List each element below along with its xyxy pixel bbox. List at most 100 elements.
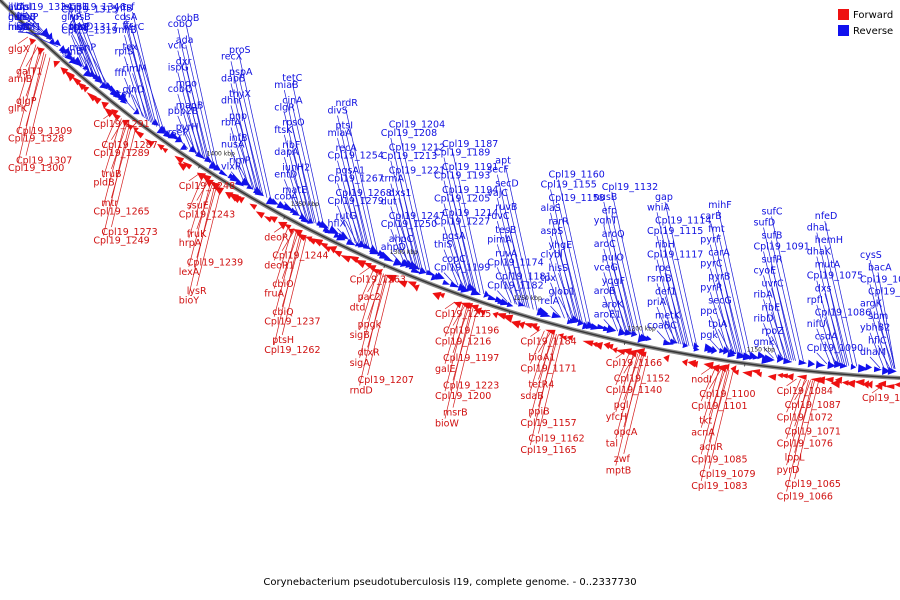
label-leader-line	[763, 299, 782, 360]
reverse-feature-arrow	[204, 155, 213, 163]
forward-feature-arrow	[174, 155, 185, 165]
label-leader-line	[786, 380, 809, 466]
gene-label: infB	[229, 133, 248, 144]
gene-label: Cpl19_1079	[699, 469, 755, 480]
gene-label: dhaL	[807, 223, 831, 234]
gene-label: Cpl19_1166	[606, 358, 662, 369]
forward-feature-arrow	[777, 372, 784, 379]
label-leader-line	[709, 315, 725, 352]
label-leader-line	[656, 283, 676, 344]
label-leader-line	[177, 72, 201, 157]
label-leader-line	[283, 156, 303, 218]
gene-label: Cpl19_1223	[443, 380, 499, 391]
gene-label: Cpl19_1319	[61, 25, 117, 36]
label-leader-line	[444, 303, 460, 337]
label-leader-line	[496, 267, 512, 303]
gene-label: Cpl19_1267	[328, 173, 384, 184]
label-leader-line	[771, 216, 804, 362]
label-leader-line	[877, 345, 891, 369]
label-leader-line	[273, 229, 293, 289]
label-leader-line	[603, 201, 635, 335]
label-leader-line	[25, 50, 43, 97]
gene-label: gap	[655, 192, 673, 203]
reverse-feature-arrow	[159, 126, 167, 133]
gene-label: yqgF	[602, 276, 625, 287]
gene-label: Cpl19_1158	[549, 193, 605, 204]
forward-feature-arrow	[532, 326, 540, 332]
forward-feature-arrow	[397, 280, 408, 288]
label-leader-line	[550, 282, 565, 319]
label-leader-line	[398, 152, 428, 274]
reverse-feature-arrow	[693, 346, 700, 352]
label-leader-line	[771, 336, 784, 360]
gene-label: acnA	[691, 428, 715, 439]
gene-label: ruvB	[495, 202, 517, 213]
label-leader-line	[623, 355, 649, 454]
gene-label: metK	[655, 310, 681, 321]
label-leader-line	[132, 31, 165, 133]
gene-label: carB	[700, 211, 721, 222]
forward-feature-arrow	[866, 380, 873, 389]
gene-label: Cpl19_1100	[699, 389, 755, 400]
label-leader-line	[185, 131, 199, 156]
gene-label: def1	[655, 287, 676, 298]
label-leader-line	[390, 251, 401, 264]
label-leader-line	[230, 105, 254, 190]
label-leader-line	[196, 188, 222, 287]
label-leader-line	[103, 124, 130, 236]
gene-label: Cpl19_1212	[389, 143, 445, 154]
label-leader-line	[611, 191, 645, 338]
gene-label: Cpl19_1071	[785, 426, 841, 437]
label-leader-line	[25, 31, 59, 48]
label-leader-line	[709, 268, 733, 353]
label-leader-line	[623, 354, 645, 428]
gene-label: tkt	[699, 416, 712, 427]
gene-label: Cpl19_1307	[16, 156, 72, 167]
gene-label: Cpl19_1279	[328, 196, 384, 207]
gene-label: deoR	[264, 232, 289, 243]
reverse-feature-arrow	[357, 240, 366, 248]
forward-feature-arrow	[663, 354, 670, 363]
gene-label: clgR	[274, 103, 295, 114]
label-leader-line	[17, 48, 41, 134]
label-leader-line	[615, 354, 643, 466]
forward-feature-arrow	[883, 384, 895, 390]
forward-feature-arrow	[263, 215, 273, 223]
label-leader-line	[185, 22, 219, 169]
label-leader-line	[273, 231, 297, 317]
gene-label: rpsB	[69, 12, 90, 23]
gene-label: fruA	[264, 289, 284, 300]
label-leader-line	[238, 54, 272, 201]
label-leader-line	[124, 99, 135, 111]
reverse-feature-arrow	[392, 257, 403, 266]
gene-label: Cpl19_1115	[647, 226, 703, 237]
gene-label: Cpl19_1214	[442, 208, 498, 219]
forward-feature-arrow	[111, 112, 121, 121]
gene-label: csdA	[815, 332, 838, 343]
label-leader-line	[530, 330, 545, 364]
kbp-tick-label: 1350 kbp	[291, 201, 319, 208]
gene-label: Cpl19_1289	[93, 148, 149, 159]
gene-label: ahpC	[389, 234, 414, 245]
label-leader-line	[877, 272, 896, 369]
gene-label: Cpl19_1162	[528, 434, 584, 445]
forward-feature-arrow	[134, 129, 145, 139]
gene-label: ribF	[282, 140, 300, 151]
gene-label: hisC	[8, 22, 29, 33]
gene-label: Cpl19_1265	[93, 206, 149, 217]
label-leader-line	[177, 28, 209, 162]
label-leader-line	[132, 94, 145, 119]
forward-feature-arrow	[786, 373, 794, 381]
label-leader-line	[763, 251, 790, 361]
gene-label: cysS	[860, 250, 882, 261]
label-leader-line	[177, 115, 193, 152]
gene-label: rnc	[16, 22, 31, 33]
forward-feature-arrow	[854, 378, 865, 386]
reverse-feature-arrow	[119, 97, 127, 105]
reverse-feature-arrow	[618, 328, 627, 336]
forward-feature-arrow	[354, 259, 367, 269]
gene-label: dhaK	[807, 247, 832, 258]
gene-label: thyX	[229, 89, 251, 100]
gene-label: Cpl19_1101	[691, 401, 747, 412]
gene-label: Cpl19_1087	[785, 400, 841, 411]
